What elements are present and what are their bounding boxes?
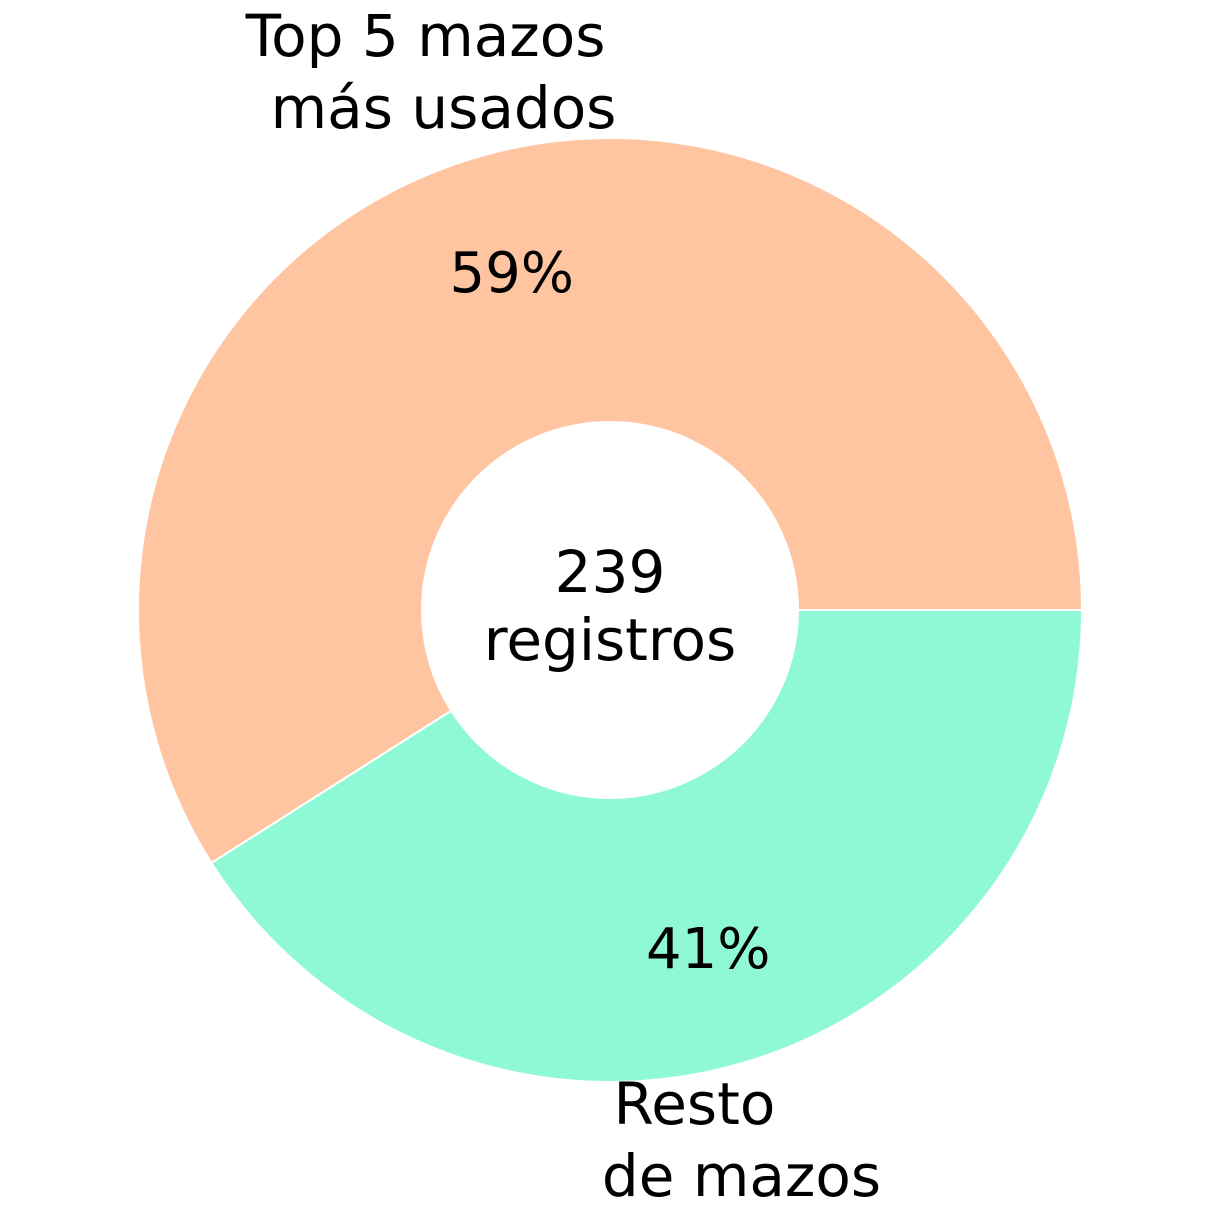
donut-hole [421, 421, 799, 799]
slice-resto [210, 609, 1084, 1083]
slice-top5-label-line2: más usados [271, 74, 617, 142]
slice-resto-label-line2: de mazos [602, 1142, 881, 1210]
center-count: 239 [555, 538, 666, 606]
center-caption: registros [484, 606, 736, 674]
slice-top5-label-line1: Top 5 mazos [245, 2, 606, 70]
slice-resto-percent: 41% [646, 917, 770, 982]
slice-resto-label-line1: Resto [614, 1070, 776, 1138]
slice-top5-percent: 59% [450, 241, 574, 306]
